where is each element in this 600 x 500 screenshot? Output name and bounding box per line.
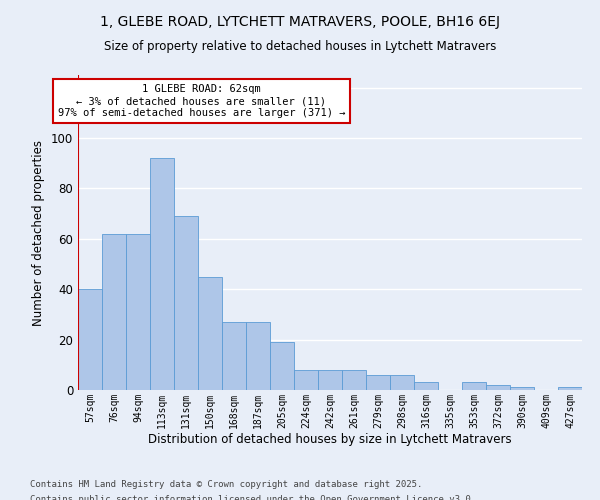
Text: Size of property relative to detached houses in Lytchett Matravers: Size of property relative to detached ho… — [104, 40, 496, 53]
Y-axis label: Number of detached properties: Number of detached properties — [32, 140, 45, 326]
Text: Contains public sector information licensed under the Open Government Licence v3: Contains public sector information licen… — [30, 495, 476, 500]
Bar — [486, 385, 510, 390]
Bar — [414, 382, 438, 390]
Bar — [222, 322, 246, 390]
Text: Distribution of detached houses by size in Lytchett Matravers: Distribution of detached houses by size … — [148, 432, 512, 446]
Bar — [390, 375, 414, 390]
Bar — [126, 234, 150, 390]
Bar — [270, 342, 294, 390]
Bar — [294, 370, 318, 390]
Bar — [246, 322, 270, 390]
Bar — [102, 234, 126, 390]
Bar — [558, 388, 582, 390]
Bar — [462, 382, 486, 390]
Bar — [198, 276, 222, 390]
Text: 1 GLEBE ROAD: 62sqm
← 3% of detached houses are smaller (11)
97% of semi-detache: 1 GLEBE ROAD: 62sqm ← 3% of detached hou… — [58, 84, 345, 117]
Bar — [318, 370, 342, 390]
Bar — [510, 388, 534, 390]
Text: Contains HM Land Registry data © Crown copyright and database right 2025.: Contains HM Land Registry data © Crown c… — [30, 480, 422, 489]
Text: 1, GLEBE ROAD, LYTCHETT MATRAVERS, POOLE, BH16 6EJ: 1, GLEBE ROAD, LYTCHETT MATRAVERS, POOLE… — [100, 15, 500, 29]
Bar — [174, 216, 198, 390]
Bar — [366, 375, 390, 390]
Bar — [150, 158, 174, 390]
Bar — [342, 370, 366, 390]
Bar — [78, 289, 102, 390]
